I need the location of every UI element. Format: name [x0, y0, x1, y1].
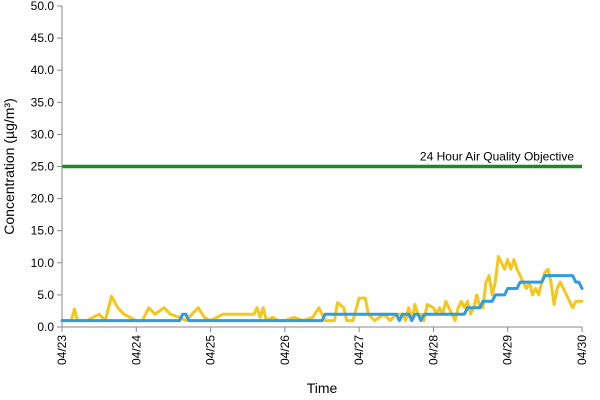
x-tick-label: 04/30 [575, 335, 589, 365]
x-tick-label: 04/24 [129, 335, 143, 365]
y-tick-label: 35.0 [31, 95, 55, 109]
x-tick-label: 04/26 [278, 335, 292, 365]
x-tick-label: 04/23 [55, 335, 69, 365]
y-tick-label: 25.0 [31, 160, 55, 174]
x-tick-label: 04/25 [204, 335, 218, 365]
x-tick-label: 04/29 [501, 335, 515, 365]
series-layer [60, 254, 584, 323]
y-tick-label: 30.0 [31, 127, 55, 141]
y-tick-label: 0.0 [37, 320, 54, 334]
y-tick-label: 5.0 [37, 288, 54, 302]
x-axis-title: Time [307, 380, 338, 396]
x-axis-ticks: 04/23 04/24 04/25 04/26 04/27 04/28 04/29 04/30 [55, 327, 589, 365]
y-tick-label: 15.0 [31, 224, 55, 238]
y-axis-ticks: 0.0 5.0 10.0 15.0 20.0 25.0 30.0 35.0 40.0 45.0 50… [31, 0, 62, 334]
series-line-2 [60, 274, 584, 323]
y-tick-label: 50.0 [31, 0, 55, 13]
y-axis-title: Concentration (µg/m³) [1, 98, 17, 234]
y-tick-label: 10.0 [31, 256, 55, 270]
series-line-1 [60, 254, 584, 323]
x-tick-label: 04/27 [352, 335, 366, 365]
y-tick-label: 20.0 [31, 192, 55, 206]
reference-line-label: 24 Hour Air Quality Objective [420, 150, 574, 164]
x-tick-label: 04/28 [426, 335, 440, 365]
y-tick-label: 40.0 [31, 63, 55, 77]
y-tick-label: 45.0 [31, 31, 55, 45]
